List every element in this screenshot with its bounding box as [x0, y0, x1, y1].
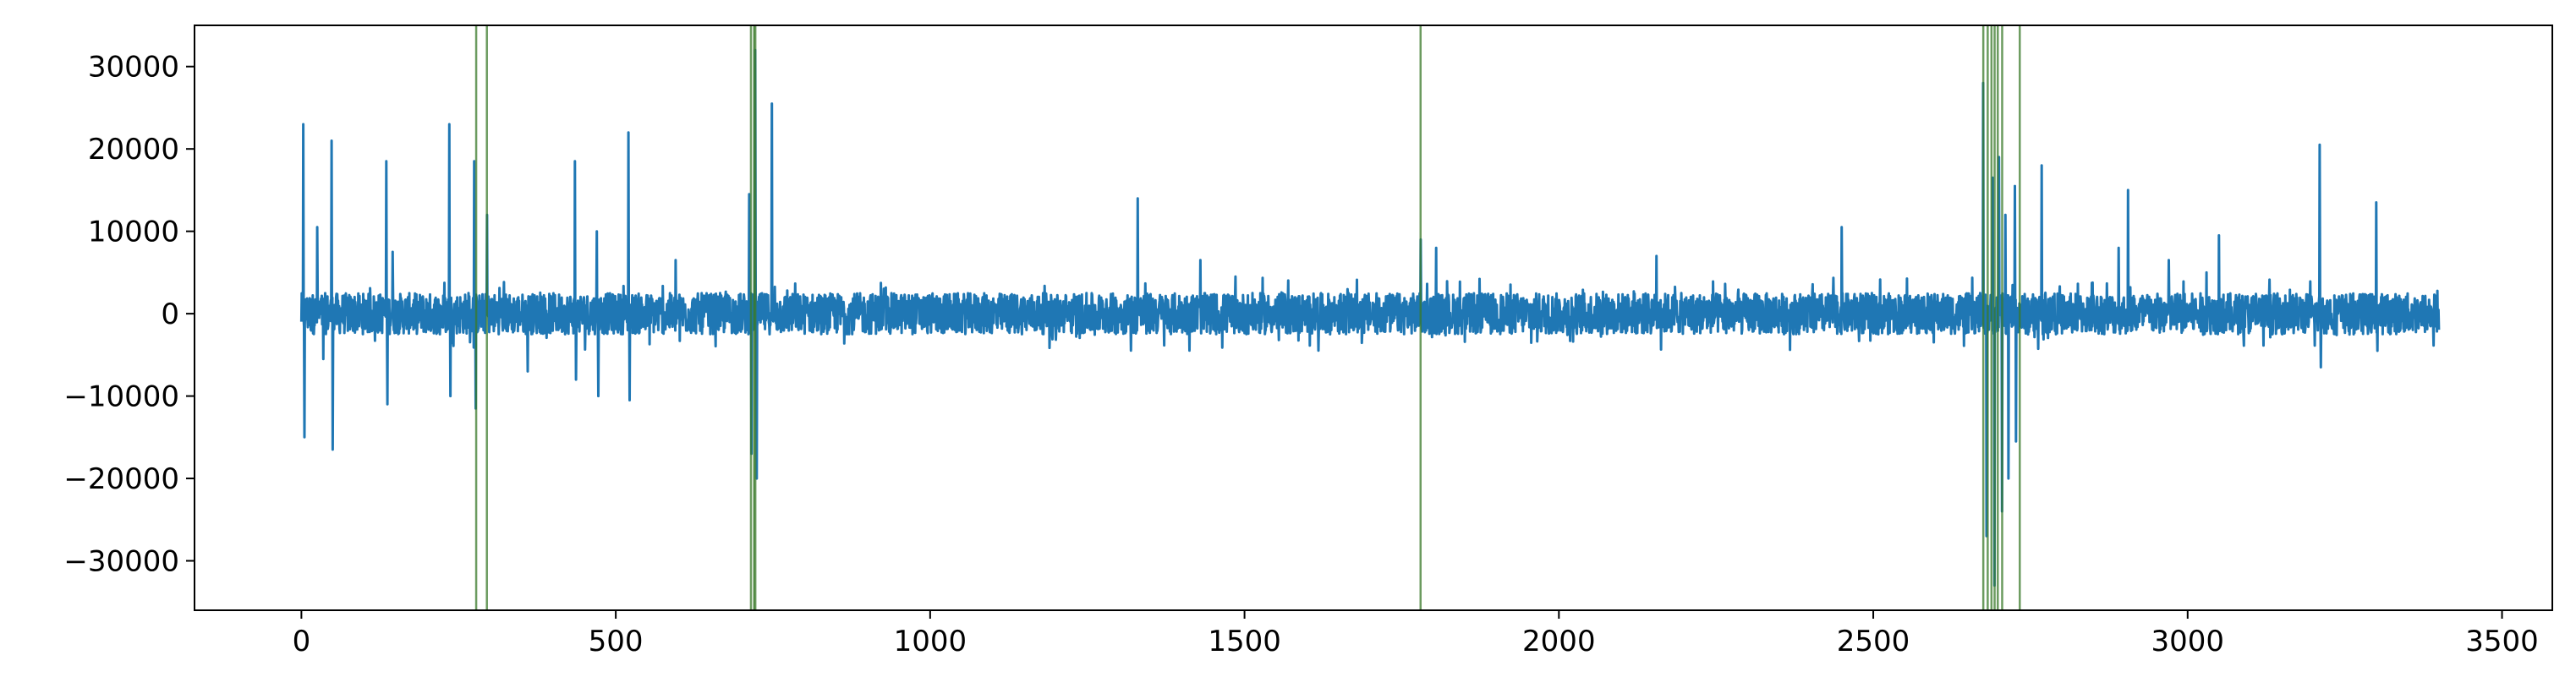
axes-frame	[194, 25, 2553, 611]
y-tick-label: −30000	[63, 545, 179, 579]
x-tick-label: 2000	[1522, 625, 1596, 658]
x-tick-label: 500	[589, 625, 644, 658]
x-tick-label: 0	[293, 625, 311, 658]
x-tick-label: 3500	[2465, 625, 2539, 658]
y-tick-label: 20000	[88, 133, 179, 167]
y-tick-label: 0	[161, 298, 179, 331]
y-tick-label: −20000	[63, 462, 179, 496]
series-line-0	[299, 48, 2441, 587]
y-tick-label: 30000	[88, 51, 179, 85]
y-tick-label: −10000	[63, 380, 179, 414]
y-axis: −30000 −20000 −10000 0 10000 20000 30000	[63, 51, 195, 579]
x-axis: 0 500 1000 1500 2000 2500 3000 3500	[293, 610, 2539, 658]
x-tick-label: 1000	[894, 625, 967, 658]
vertical-markers	[474, 25, 2021, 610]
x-tick-label: 3000	[2151, 625, 2225, 658]
plot-area	[299, 48, 2441, 587]
y-tick-label: 10000	[88, 216, 179, 249]
x-tick-label: 1500	[1208, 625, 1281, 658]
axes-border	[194, 25, 2553, 611]
x-tick-label: 2500	[1837, 625, 1910, 658]
